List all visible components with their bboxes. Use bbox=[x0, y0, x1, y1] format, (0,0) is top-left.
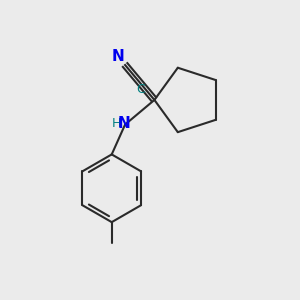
Text: H: H bbox=[112, 117, 122, 130]
Text: N: N bbox=[117, 116, 130, 131]
Text: C: C bbox=[136, 82, 145, 95]
Text: N: N bbox=[112, 49, 124, 64]
